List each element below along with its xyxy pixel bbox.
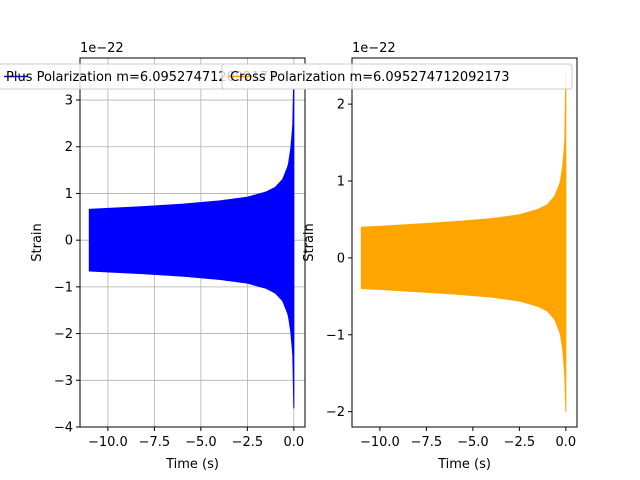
x-axis-label: Time (s) bbox=[437, 457, 491, 472]
x-tick-label: −10.0 bbox=[360, 435, 400, 450]
y-tick-label: −1 bbox=[54, 280, 73, 295]
axes-frame bbox=[79, 57, 306, 428]
y-tick-label: −2 bbox=[326, 405, 345, 420]
y-axis-label: Strain bbox=[302, 223, 317, 262]
y-tick-label: 0 bbox=[337, 251, 345, 266]
x-tick-label: −2.5 bbox=[232, 435, 264, 450]
y-tick-label: −1 bbox=[326, 328, 345, 343]
x-axis-label: Time (s) bbox=[165, 457, 219, 472]
series-fill-0 bbox=[360, 73, 567, 412]
x-tick-label: −5.0 bbox=[185, 435, 217, 450]
exponent-label: 1e−22 bbox=[352, 41, 396, 56]
x-tick-label: 0.0 bbox=[283, 435, 304, 450]
exponent-label: 1e−22 bbox=[80, 41, 124, 56]
legend-label: Plus Polarization m=6.095274712092173 bbox=[6, 70, 276, 85]
y-tick-label: 1 bbox=[65, 187, 73, 202]
cross-legend: Cross Polarization m=6.095274712092173 bbox=[221, 63, 573, 90]
x-tick-label: −2.5 bbox=[504, 435, 536, 450]
x-tick-label: −7.5 bbox=[139, 435, 171, 450]
series-fill-0 bbox=[88, 72, 295, 409]
plus-polarization-chart: −10.0 −7.5 −5.0 −2.5 0.0 −4 −3 −2 −1 0 1 2 3 1e−22 Tim… bbox=[30, 41, 306, 472]
y-tick-label: 1 bbox=[337, 175, 345, 190]
legend-box bbox=[221, 63, 573, 90]
y-tick-label: 3 bbox=[65, 94, 73, 109]
cross-polarization-chart: −10.0 −7.5 −5.0 −2.5 0.0 −2 −1 0 1 2 1e−22 Time (s)… bbox=[302, 41, 578, 472]
y-tick-label: −2 bbox=[54, 327, 73, 342]
y-tick-label: 2 bbox=[65, 140, 73, 155]
y-axis-label: Strain bbox=[30, 223, 45, 262]
legend-label: Cross Polarization m=6.095274712092173 bbox=[230, 70, 509, 85]
x-tick-label: −10.0 bbox=[88, 435, 128, 450]
y-tick-label: −3 bbox=[54, 374, 73, 389]
y-tick-label: −4 bbox=[54, 421, 73, 436]
x-tick-label: 0.0 bbox=[555, 435, 576, 450]
x-tick-label: −7.5 bbox=[411, 435, 443, 450]
axes-frame bbox=[351, 57, 578, 428]
x-tick-label: −5.0 bbox=[457, 435, 489, 450]
y-tick-label: 2 bbox=[337, 98, 345, 113]
y-tick-label: 0 bbox=[65, 234, 73, 249]
